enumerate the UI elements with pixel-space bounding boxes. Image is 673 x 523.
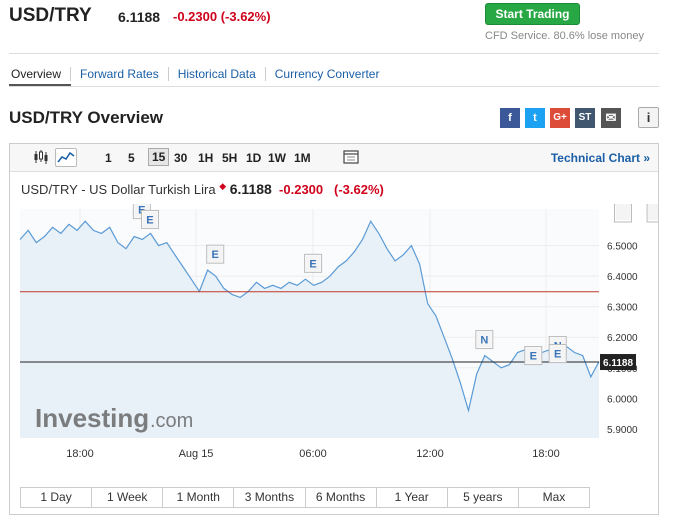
candlestick-icon[interactable] [30,148,52,167]
y-tick-label: 6.5000 [607,242,638,253]
chart-legend: USD/TRY - US Dollar Turkish Lira ◆ 6.118… [21,181,384,197]
event-marker-label: E [146,214,153,226]
tab-currency-converter[interactable]: Currency Converter [264,67,389,81]
range-1-day[interactable]: 1 Day [40,490,72,504]
range-1-month[interactable]: 1 Month [162,488,233,507]
divider [9,86,659,87]
price-chart[interactable]: Investing.comEEEEENENEEE6.50006.40006.30… [10,204,658,484]
down-arrow-icon: ◆ [219,181,227,191]
legend-price: 6.1188 [229,181,272,197]
x-tick-label: 12:00 [416,448,444,460]
google-plus-icon[interactable]: G+ [550,108,570,128]
event-marker-face [142,211,158,228]
interval-30[interactable]: 30 [174,151,188,165]
area-chart-icon[interactable] [55,148,77,167]
tab-overview[interactable]: Overview [11,67,62,81]
stocktwits-icon[interactable]: ST [575,108,595,128]
email-icon[interactable]: ✉ [601,108,621,128]
event-marker-face [525,347,541,364]
legend-name: USD/TRY - US Dollar Turkish Lira [21,182,216,197]
pair-title: USD/TRY [9,5,92,26]
event-marker-label: E [309,258,316,270]
current-price-tag [600,354,636,371]
event-marker-label: E [554,349,561,361]
divider [9,53,659,54]
interval-1[interactable]: 1 [105,151,112,165]
range-6-months[interactable]: 6 Months [304,488,376,507]
start-trading-button[interactable]: Start Trading [485,3,580,25]
interval-1w[interactable]: 1W [268,151,286,165]
interval-1m[interactable]: 1M [294,151,311,165]
interval-1h[interactable]: 1H [198,151,214,165]
calendar-icon[interactable] [340,148,362,167]
event-marker-face [305,255,321,272]
last-price: 6.1188 [118,9,161,25]
event-marker-label: N [480,335,488,347]
overview-title: USD/TRY Overview [9,108,164,127]
event-marker-label: E [652,204,658,207]
interval-15[interactable]: 15 [148,148,170,166]
interval-5[interactable]: 5 [128,151,135,165]
x-tick-label: 18:00 [66,448,94,460]
range-1-year[interactable]: 1 Year [375,488,447,507]
interval-5h[interactable]: 5H [222,151,238,165]
event-marker-face [648,204,658,220]
legend-percent: (-3.62%) [333,182,384,197]
active-tab-underline [9,84,71,87]
sub-nav: Overview Forward Rates Historical Data C… [9,62,388,84]
range-max[interactable]: Max [517,488,589,507]
event-marker-face [476,331,492,348]
investing-watermark-suffix: .com [150,410,193,432]
range-3-months[interactable]: 3 Months [233,488,304,507]
y-tick-label: 6.0000 [607,394,638,405]
y-tick-label: 6.4000 [607,272,638,283]
info-icon[interactable]: i [638,107,659,128]
y-tick-label: 6.2000 [607,333,638,344]
twitter-icon[interactable]: t [525,108,545,128]
event-marker-label: E [530,351,537,363]
chart-panel: 1 5 15 30 1H 5H 1D 1W 1M Technical Chart » USD/T… [9,143,659,515]
interval-1d[interactable]: 1D [246,151,262,165]
quote-header: USD/TRY 6.1188 -0.2300 (-3.62%) Start Tr… [0,0,673,58]
range-selector: 1 Day 1 Week 1 Month 3 Months 6 Months 1 Year… [20,487,590,508]
range-1-week[interactable]: 1 Week [91,488,162,507]
facebook-icon[interactable]: f [500,108,520,128]
x-tick-label: 18:00 [532,448,560,460]
price-change: -0.2300 (-3.62%) [173,9,271,24]
range-5-years[interactable]: 5 years [446,488,518,507]
event-marker-face [207,246,223,263]
technical-chart-link[interactable]: Technical Chart » [550,151,650,165]
tab-historical-data[interactable]: Historical Data [167,67,265,81]
current-price-tag-label: 6.1188 [603,358,633,369]
event-marker-label: E [619,204,626,207]
y-tick-label: 5.9000 [607,425,638,436]
legend-change: -0.2300 [279,182,324,197]
event-marker-face [550,345,566,362]
event-marker-label: E [212,249,219,261]
x-tick-label: 06:00 [299,448,327,460]
price-line [19,219,600,413]
investing-watermark: Investing [35,403,149,433]
price-area [20,221,599,438]
y-tick-label: 6.3000 [607,303,638,314]
chart-toolbar: 1 5 15 30 1H 5H 1D 1W 1M Technical Chart » [10,144,658,172]
x-tick-label: Aug 15 [179,448,214,460]
event-marker-face [615,204,631,220]
cfd-notice: CFD Service. 80.6% lose money [485,30,644,42]
tab-forward-rates[interactable]: Forward Rates [70,67,168,81]
